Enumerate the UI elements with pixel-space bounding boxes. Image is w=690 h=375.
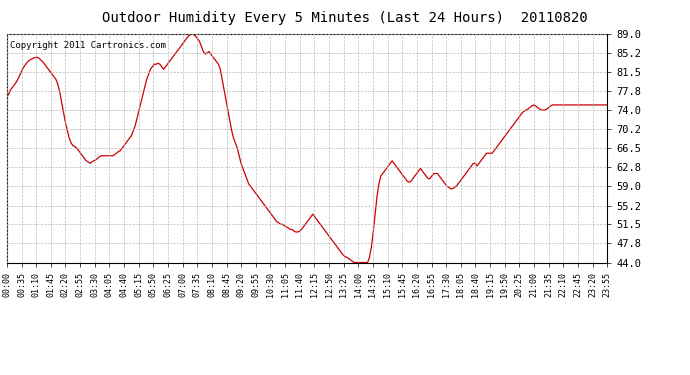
Text: Outdoor Humidity Every 5 Minutes (Last 24 Hours)  20110820: Outdoor Humidity Every 5 Minutes (Last 2… [102, 11, 588, 25]
Text: Copyright 2011 Cartronics.com: Copyright 2011 Cartronics.com [10, 40, 166, 50]
